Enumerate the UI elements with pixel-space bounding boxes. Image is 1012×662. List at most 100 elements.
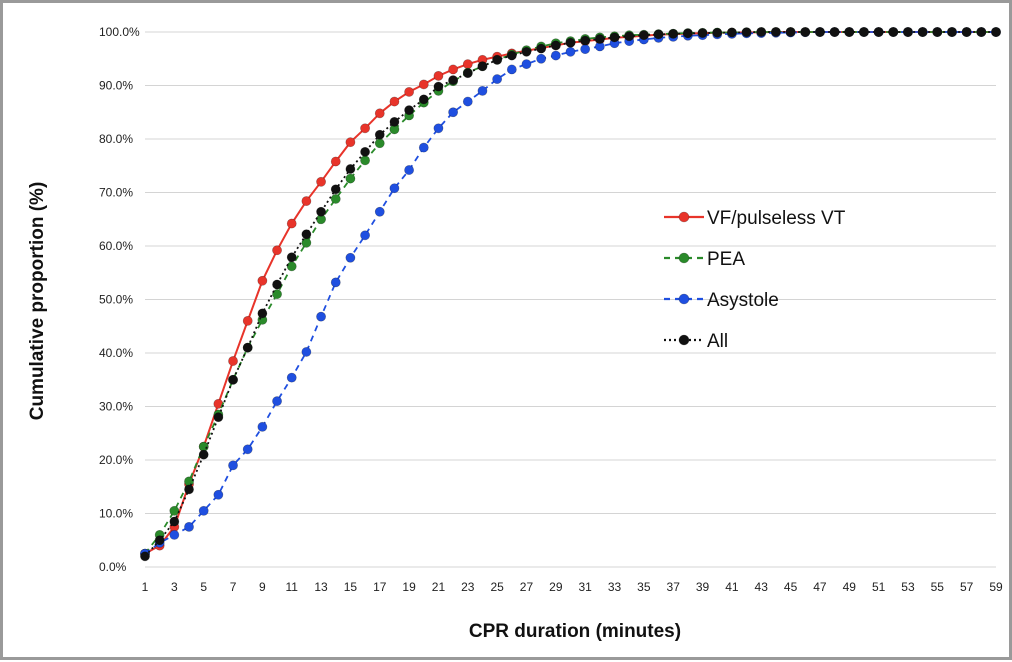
y-tick-label: 20.0% [99, 453, 133, 467]
x-tick-label: 41 [725, 580, 739, 594]
data-point [433, 81, 444, 92]
data-point [492, 54, 503, 65]
data-point [404, 105, 415, 116]
data-point [389, 183, 400, 194]
x-tick-label: 37 [667, 580, 681, 594]
data-point [272, 289, 282, 300]
data-point [257, 275, 268, 286]
x-tick-label: 17 [373, 580, 387, 594]
data-point [932, 27, 943, 37]
x-tick-label: 9 [259, 580, 266, 594]
data-point [228, 356, 238, 366]
y-tick-label: 90.0% [99, 79, 133, 93]
data-point [404, 87, 415, 97]
x-tick-label: 19 [402, 580, 416, 594]
data-point [316, 311, 326, 322]
data-point [565, 46, 576, 57]
data-point [903, 27, 913, 37]
legend-marker [678, 334, 690, 346]
x-tick-label: 51 [872, 580, 886, 594]
y-tick-label: 0.0% [99, 560, 127, 574]
data-point [506, 64, 517, 75]
data-point [228, 460, 238, 471]
data-point [873, 27, 884, 37]
data-point [301, 229, 312, 240]
data-point [668, 28, 679, 39]
x-tick-label: 29 [549, 580, 563, 594]
data-point [374, 138, 385, 149]
data-point [976, 27, 987, 37]
data-point [389, 116, 400, 127]
x-tick-label: 7 [230, 580, 237, 594]
data-point [286, 261, 297, 272]
data-point [785, 27, 796, 37]
data-point [272, 245, 282, 256]
data-point [433, 123, 444, 134]
data-point [184, 521, 194, 532]
data-point [330, 277, 341, 288]
data-point [888, 27, 899, 37]
data-point [286, 372, 297, 383]
legend-item: Asystole [664, 290, 779, 311]
data-point [301, 196, 312, 206]
legend-label: PEA [707, 249, 745, 270]
data-point [697, 28, 708, 38]
data-point [360, 146, 370, 157]
data-point [550, 40, 561, 51]
data-point [345, 252, 356, 263]
y-tick-label: 50.0% [99, 293, 133, 307]
series-0 [140, 27, 1001, 559]
data-point [859, 27, 869, 37]
data-point [433, 70, 444, 81]
data-point [609, 32, 620, 43]
legend-label: Asystole [707, 290, 779, 311]
data-point [169, 505, 180, 516]
data-point [345, 137, 356, 148]
legend-marker [678, 293, 690, 305]
data-point [448, 107, 459, 118]
data-point [360, 155, 370, 166]
y-tick-label: 10.0% [99, 507, 133, 521]
y-tick-label: 40.0% [99, 346, 133, 360]
data-point [198, 449, 209, 460]
data-point [477, 85, 488, 96]
data-point [330, 184, 341, 195]
x-tick-label: 21 [432, 580, 446, 594]
data-point [242, 444, 253, 455]
y-tick-label: 60.0% [99, 239, 133, 253]
x-axis-ticks: 1 3 5 7 9 11 13 15 17 19 21 23 25 27 29 31 33 35 37 39 41 43 4… [142, 580, 1003, 594]
data-point [653, 29, 664, 40]
x-tick-label: 43 [755, 580, 769, 594]
data-point [565, 37, 576, 48]
data-point [477, 61, 488, 72]
data-point [462, 59, 473, 69]
data-point [330, 194, 341, 204]
legend-marker [678, 211, 690, 223]
legend-item: All [664, 331, 728, 352]
data-point [741, 27, 752, 38]
data-point [536, 53, 547, 64]
data-point [360, 230, 370, 241]
x-tick-label: 47 [813, 580, 827, 594]
data-point [580, 35, 591, 46]
data-point [536, 43, 547, 54]
data-point [829, 27, 840, 37]
legend-label: VF/pulseless VT [707, 208, 846, 229]
data-point [345, 173, 356, 184]
legend: VF/pulseless VT PEA Asystole All [664, 208, 846, 352]
data-point [198, 505, 209, 516]
data-point [286, 218, 297, 229]
data-point [272, 396, 282, 407]
data-point [550, 50, 561, 61]
data-point [257, 421, 268, 432]
data-point [374, 129, 385, 140]
data-point [594, 34, 605, 44]
data-point [682, 28, 693, 39]
series-2 [140, 27, 1001, 559]
data-point [404, 165, 415, 175]
data-point [374, 206, 385, 217]
data-point [184, 484, 194, 495]
x-tick-label: 39 [696, 580, 710, 594]
legend-item: VF/pulseless VT [664, 208, 846, 229]
data-point [521, 46, 532, 57]
